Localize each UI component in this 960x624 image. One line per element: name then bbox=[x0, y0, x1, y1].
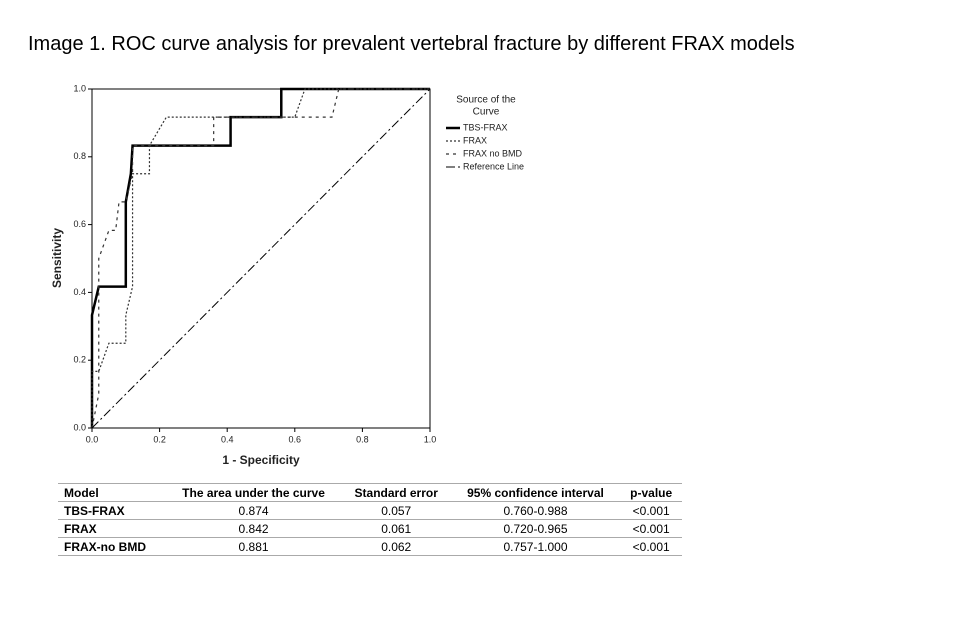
header-cell: The area under the curve bbox=[165, 483, 342, 502]
legend-label: TBS-FRAX bbox=[463, 122, 508, 132]
legend-title: Source of the bbox=[456, 95, 516, 106]
header-cell: p-value bbox=[620, 483, 682, 502]
table-row: TBS-FRAX 0.874 0.057 0.760-0.988 <0.001 bbox=[58, 501, 682, 520]
table-cell: 0.842 bbox=[165, 519, 342, 538]
x-tick-label: 0.4 bbox=[221, 434, 234, 444]
table-row: FRAX-no BMD 0.881 0.062 0.757-1.000 <0.001 bbox=[58, 537, 682, 556]
roc-curve bbox=[91, 88, 431, 429]
table-cell: 0.062 bbox=[341, 537, 451, 556]
header-cell: Standard error bbox=[341, 483, 451, 502]
header-cell: 95% confidence interval bbox=[450, 483, 621, 502]
y-tick-label: 0.4 bbox=[73, 287, 86, 297]
table-header: Model The area under the curve Standard er… bbox=[58, 483, 682, 502]
y-tick-label: 1.0 bbox=[73, 83, 86, 93]
y-tick-label: 0.6 bbox=[73, 219, 86, 229]
table-cell: 0.760-0.988 bbox=[450, 501, 621, 520]
table-row: FRAX 0.842 0.061 0.720-0.965 <0.001 bbox=[58, 519, 682, 538]
table-cell: FRAX-no BMD bbox=[58, 537, 166, 556]
x-tick-label: 0.0 bbox=[86, 434, 99, 444]
chart: Source of the Curve 1 - Specificity Sens… bbox=[50, 83, 524, 467]
legend-label: FRAX bbox=[463, 135, 487, 145]
table-cell: 0.881 bbox=[165, 537, 342, 556]
x-tick-label: 0.2 bbox=[153, 434, 166, 444]
table-cell: 0.874 bbox=[165, 501, 342, 520]
legend-title: Curve bbox=[473, 107, 500, 118]
table-cell: 0.057 bbox=[341, 501, 451, 520]
page-title: Image 1. ROC curve analysis for prevalen… bbox=[28, 33, 795, 55]
table-cell: TBS-FRAX bbox=[58, 501, 166, 520]
table-cell: <0.001 bbox=[620, 519, 682, 538]
y-tick-label: 0.2 bbox=[73, 355, 86, 365]
x-axis-label: 1 - Specificity bbox=[222, 453, 300, 467]
table-cell: FRAX bbox=[58, 519, 166, 538]
table-cell: 0.061 bbox=[341, 519, 451, 538]
x-tick-label: 1.0 bbox=[424, 434, 437, 444]
table-cell: 0.720-0.965 bbox=[450, 519, 621, 538]
table-cell: <0.001 bbox=[620, 501, 682, 520]
header-cell: Model bbox=[58, 483, 166, 502]
x-tick-label: 0.6 bbox=[289, 434, 302, 444]
legend-label: FRAX no BMD bbox=[463, 148, 523, 158]
x-tick-label: 0.8 bbox=[356, 434, 369, 444]
roc-curve bbox=[91, 88, 430, 428]
y-tick-label: 0.8 bbox=[73, 151, 86, 161]
results-table: Model The area under the curve Standard er… bbox=[58, 483, 682, 556]
roc-curve bbox=[91, 88, 430, 429]
y-axis-label: Sensitivity bbox=[50, 228, 64, 288]
roc-curve bbox=[90, 87, 430, 428]
y-tick-label: 0.0 bbox=[73, 422, 86, 432]
table-cell: <0.001 bbox=[620, 537, 682, 556]
legend-label: Reference Line bbox=[463, 161, 524, 171]
table-cell: 0.757-1.000 bbox=[450, 537, 621, 556]
table-body: TBS-FRAX 0.874 0.057 0.760-0.988 <0.001 FRAX 0… bbox=[58, 501, 682, 556]
plot-frame bbox=[91, 88, 431, 429]
